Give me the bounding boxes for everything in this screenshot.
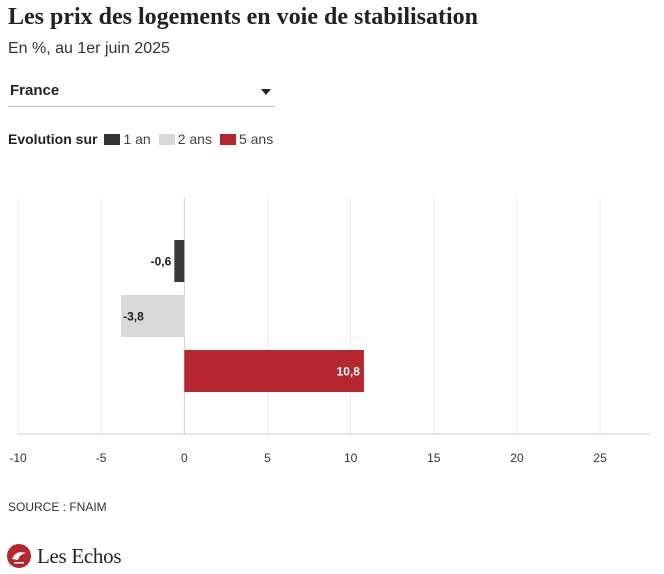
bar-chart: -10 -5 0 5 10 15 20 25 -0,6 -3,8 10,8 bbox=[9, 198, 650, 465]
page-title: Les prix des logements en voie de stabil… bbox=[8, 4, 479, 30]
data-label: -3,8 bbox=[123, 310, 144, 324]
region-select-value: France bbox=[10, 82, 60, 99]
brand-logo: Les Echos bbox=[6, 543, 122, 569]
source-note: SOURCE : FNAIM bbox=[8, 500, 107, 514]
bar-2-ans bbox=[121, 295, 185, 337]
legend-item-1-an: 1 an bbox=[104, 131, 151, 147]
data-label: -0,6 bbox=[151, 255, 172, 269]
bar-5-ans bbox=[184, 350, 364, 392]
legend-swatch bbox=[158, 133, 175, 145]
x-tick-label: 20 bbox=[510, 451, 524, 465]
page-subtitle: En %, au 1er juin 2025 bbox=[8, 40, 170, 57]
brand-name: Les Echos bbox=[37, 543, 122, 568]
legend-label: 2 ans bbox=[177, 131, 212, 147]
x-tick-label: 5 bbox=[264, 451, 271, 465]
chart-legend: Evolution sur 1 an 2 ans 5 ans bbox=[8, 130, 281, 148]
x-tick-label: -5 bbox=[96, 451, 107, 465]
legend-swatch bbox=[219, 133, 236, 145]
x-tick-label: -10 bbox=[9, 451, 27, 465]
region-select[interactable]: France bbox=[8, 76, 275, 107]
legend-label: 5 ans bbox=[238, 131, 274, 147]
chevron-down-icon bbox=[261, 89, 271, 95]
les-echos-logo-icon bbox=[7, 544, 31, 568]
x-tick-label: 15 bbox=[427, 451, 441, 465]
bar-1-an bbox=[174, 240, 185, 282]
legend-item-5-ans: 5 ans bbox=[219, 131, 274, 147]
legend-item-2-ans: 2 ans bbox=[158, 131, 212, 147]
legend-swatch bbox=[104, 133, 121, 145]
x-tick-label: 0 bbox=[181, 451, 188, 465]
x-tick-label: 10 bbox=[344, 451, 358, 465]
data-label: 10,8 bbox=[337, 365, 361, 379]
legend-label: 1 an bbox=[123, 131, 151, 147]
legend-title: Evolution sur bbox=[8, 131, 98, 147]
x-tick-label: 25 bbox=[593, 451, 607, 465]
